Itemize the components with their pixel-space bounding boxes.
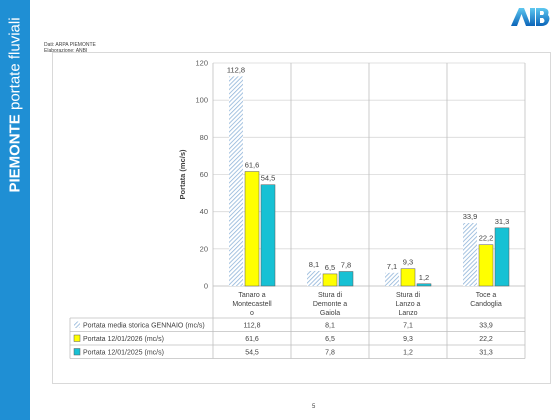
data-label: 33,9 [463, 212, 478, 221]
x-tick-label: Gaiola [320, 310, 340, 317]
legend-label: Portata 12/01/2026 (mc/s) [83, 336, 164, 343]
x-tick-label: Demonte a [313, 301, 347, 308]
table-cell: 1,2 [403, 350, 413, 357]
table-cell: 31,3 [479, 350, 493, 357]
data-label: 54,5 [261, 174, 276, 183]
legend-label: Portata 12/01/2025 (mc/s) [83, 350, 164, 357]
bar [307, 270, 321, 286]
data-label: 7,8 [341, 261, 351, 270]
y-tick-label: 0 [204, 282, 208, 291]
legend-swatch [74, 321, 80, 328]
y-tick-label: 120 [195, 59, 208, 68]
legend-swatch [73, 348, 81, 356]
table-cell: 7,1 [403, 323, 413, 330]
bar [400, 268, 416, 287]
y-tick-label: 40 [200, 207, 208, 216]
bar [322, 273, 338, 287]
bar [463, 223, 477, 286]
table-cell: 6,5 [325, 336, 335, 343]
credit-line: Elaborazione: ANBI [44, 48, 88, 54]
y-tick-label: 60 [200, 170, 208, 179]
y-tick-label: 80 [200, 133, 208, 142]
bar [385, 272, 399, 286]
x-tick-label: o [250, 310, 254, 317]
x-tick-label: Candoglia [470, 301, 502, 308]
table-cell: 112,8 [244, 323, 261, 330]
data-label: 61,6 [245, 161, 260, 170]
bar [416, 283, 432, 287]
bar [494, 227, 510, 287]
source-line: Dati: ARPA PIEMONTE [44, 42, 96, 48]
bar [229, 76, 243, 286]
data-label: 1,2 [419, 273, 429, 282]
legend-label: Portata media storica GENNAIO (mc/s) [83, 323, 205, 330]
legend-swatch [73, 334, 81, 342]
bar [478, 244, 494, 287]
bar [338, 271, 354, 287]
page-number: 5 [312, 404, 316, 410]
x-tick-label: Toce a [476, 292, 497, 299]
table-cell: 61,6 [245, 336, 259, 343]
data-label: 7,1 [387, 262, 397, 271]
x-tick-label: Lanzo [398, 310, 417, 317]
x-tick-label: Lanzo a [396, 301, 421, 308]
x-tick-label: Tanaro a [238, 292, 265, 299]
table-cell: 7,8 [325, 350, 335, 357]
data-label: 8,1 [309, 260, 319, 269]
data-label: 22,2 [479, 234, 494, 243]
x-tick-label: Stura di [396, 292, 421, 299]
table-cell: 22,2 [479, 336, 493, 343]
bar [260, 184, 276, 287]
table-cell: 9,3 [403, 336, 413, 343]
data-label: 6,5 [325, 263, 335, 272]
data-label: 9,3 [403, 258, 413, 267]
chart-frame: 0 20 40 60 80 100 120 Portata (mc/s) 112,8 61,6 54… [52, 52, 551, 384]
side-band [0, 0, 30, 420]
table-cell: 33,9 [479, 323, 493, 330]
y-axis-label: Portata (mc/s) [178, 149, 187, 200]
x-tick-label: Montecastell [232, 301, 272, 308]
source-note: Dati: ARPA PIEMONTE Elaborazione: ANBI [44, 42, 96, 54]
bar [244, 171, 260, 287]
table-cell: 8,1 [325, 323, 335, 330]
anbi-logo [511, 8, 550, 26]
page-title: PIEMONTE portate fluviali [6, 17, 24, 193]
x-tick-label: Stura di [318, 292, 343, 299]
data-label: 112,8 [227, 65, 245, 74]
table-cell: 54,5 [245, 350, 259, 357]
y-tick-label: 20 [200, 244, 208, 253]
y-tick-label: 100 [195, 96, 208, 105]
data-label: 31,3 [495, 217, 510, 226]
